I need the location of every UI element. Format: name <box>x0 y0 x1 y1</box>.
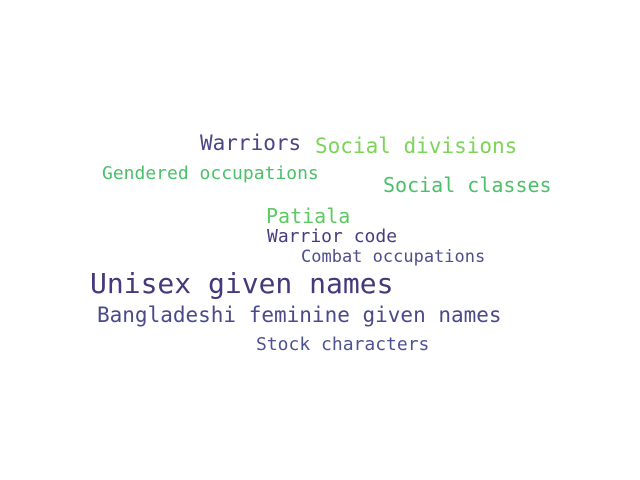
word-social-classes: Social classes <box>383 173 552 197</box>
word-warriors: Warriors <box>200 131 302 155</box>
word-stock-characters: Stock characters <box>256 334 430 355</box>
word-bangladeshi-feminine-given-names: Bangladeshi feminine given names <box>97 303 502 327</box>
word-warrior-code: Warrior code <box>267 226 398 247</box>
word-patiala: Patiala <box>266 204 351 228</box>
word-unisex-given-names: Unisex given names <box>90 267 394 300</box>
word-gendered-occupations: Gendered occupations <box>102 163 319 184</box>
word-combat-occupations: Combat occupations <box>301 247 486 267</box>
word-social-divisions: Social divisions <box>315 134 518 158</box>
